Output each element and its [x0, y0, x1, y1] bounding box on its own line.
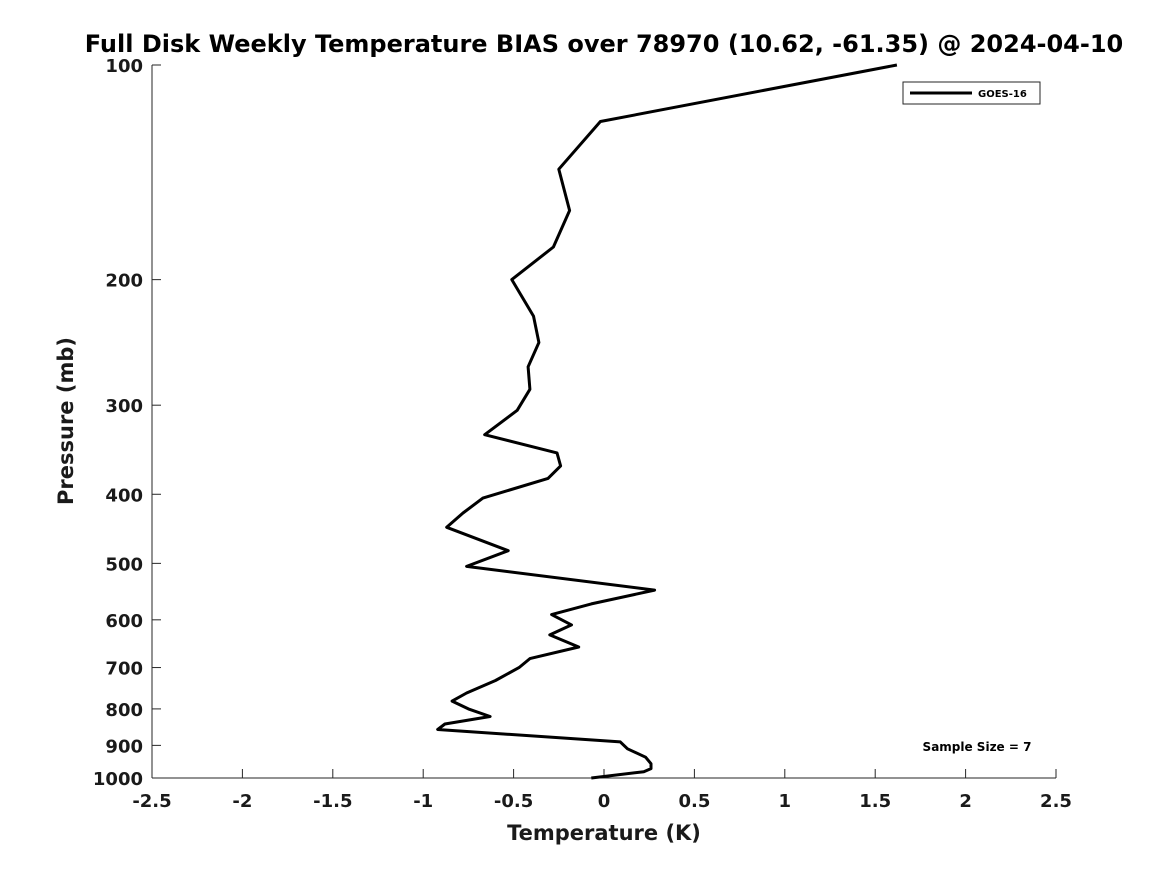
x-tick-label: 1	[779, 791, 792, 812]
y-tick-label: 1000	[93, 769, 143, 790]
y-tick-label: 400	[105, 485, 143, 506]
legend: GOES-16	[902, 81, 1041, 105]
x-tick-label: -1	[413, 791, 433, 812]
y-tick-label: 500	[105, 554, 143, 575]
y-tick-label: 900	[105, 736, 143, 757]
y-tick-label: 200	[105, 271, 143, 292]
x-tick-label: 1.5	[859, 791, 891, 812]
y-tick-label: 600	[105, 611, 143, 632]
y-tick-label: 800	[105, 700, 143, 721]
x-tick-label: -2.5	[132, 791, 171, 812]
chart-title: Full Disk Weekly Temperature BIAS over 7…	[85, 30, 1124, 58]
x-tick-label: 2.5	[1040, 791, 1072, 812]
y-axis-label: Pressure (mb)	[54, 337, 78, 505]
series-layer	[436, 63, 898, 780]
x-tick-label: 0.5	[678, 791, 710, 812]
x-tick-label: -1.5	[313, 791, 352, 812]
x-tick-label: -2	[232, 791, 252, 812]
series-line-0	[436, 63, 898, 780]
x-axis-label: Temperature (K)	[507, 821, 701, 845]
y-ticks: 100 200 300 400 500 600 700 800 900 1000	[93, 56, 161, 790]
y-tick-label: 700	[105, 659, 143, 680]
legend-label: GOES-16	[978, 89, 1027, 100]
sample-size-annotation: Sample Size = 7	[923, 740, 1032, 754]
y-tick-label: 300	[105, 396, 143, 417]
x-tick-label: 0	[598, 791, 611, 812]
y-tick-label: 100	[105, 56, 143, 77]
x-tick-label: 2	[959, 791, 972, 812]
x-ticks: -2.5 -2 -1.5 -1 -0.5 0 0.5 1 1.5 2 2.5	[132, 769, 1072, 812]
x-tick-label: -0.5	[494, 791, 533, 812]
